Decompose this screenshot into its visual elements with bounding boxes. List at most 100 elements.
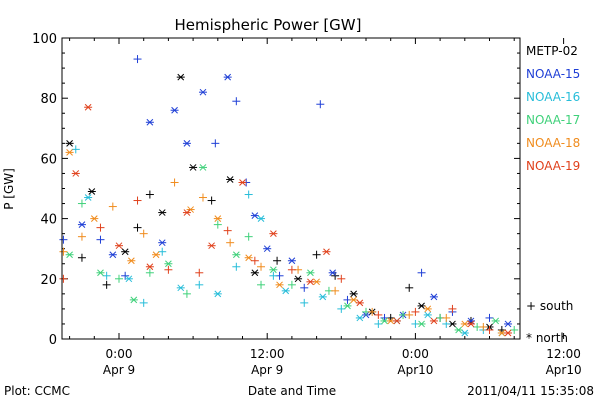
data-point bbox=[300, 283, 309, 292]
y-tick-label: 0 bbox=[49, 333, 57, 348]
data-point bbox=[84, 103, 93, 111]
data-point bbox=[504, 320, 513, 328]
data-point bbox=[294, 275, 303, 283]
legend-entry: NOAA-18 bbox=[526, 136, 580, 150]
data-point bbox=[349, 296, 358, 304]
data-point bbox=[164, 265, 173, 274]
data-point bbox=[145, 118, 154, 126]
data-point bbox=[287, 265, 296, 274]
data-point bbox=[479, 322, 488, 331]
data-point bbox=[232, 262, 241, 271]
data-point bbox=[250, 269, 259, 277]
data-point bbox=[223, 226, 232, 235]
data-point bbox=[405, 310, 414, 319]
data-point bbox=[121, 248, 130, 256]
legend-entry: NOAA-16 bbox=[526, 90, 580, 104]
data-point bbox=[158, 239, 167, 247]
data-point bbox=[417, 320, 426, 328]
data-point bbox=[460, 329, 469, 337]
data-point bbox=[226, 238, 235, 247]
legend-north-marker: * north bbox=[526, 331, 568, 345]
data-point bbox=[77, 199, 86, 208]
y-tick-label: 80 bbox=[40, 92, 57, 107]
data-point bbox=[213, 290, 222, 298]
data-point bbox=[337, 304, 346, 313]
data-point bbox=[129, 296, 138, 304]
data-point bbox=[213, 220, 222, 229]
data-point bbox=[491, 317, 500, 325]
data-point bbox=[349, 290, 358, 298]
data-point bbox=[115, 242, 123, 250]
data-point bbox=[145, 263, 154, 271]
data-point bbox=[145, 190, 154, 199]
data-point bbox=[504, 329, 513, 337]
data-point bbox=[182, 139, 191, 147]
data-point bbox=[257, 262, 266, 271]
data-point bbox=[257, 280, 266, 289]
data-point bbox=[59, 235, 68, 244]
data-point bbox=[198, 164, 207, 171]
data-point bbox=[145, 268, 154, 277]
y-tick-label: 100 bbox=[32, 32, 57, 47]
data-point bbox=[275, 281, 284, 289]
x-tick-date-label: Apr 9 bbox=[251, 363, 283, 377]
data-point bbox=[355, 314, 364, 322]
legend-entry: NOAA-19 bbox=[526, 159, 580, 173]
data-point bbox=[223, 73, 232, 81]
data-point bbox=[207, 196, 216, 205]
data-point bbox=[65, 251, 74, 259]
legend: METP-02 NOAA-15 NOAA-16 NOAA-17 NOAA-18 NOAA-… bbox=[526, 44, 580, 173]
data-point bbox=[250, 212, 259, 219]
data-point bbox=[466, 320, 475, 328]
y-tick-label: 20 bbox=[40, 273, 57, 288]
data-point bbox=[244, 232, 253, 241]
data-point bbox=[411, 307, 420, 316]
data-point bbox=[273, 256, 282, 265]
x-axis-label: Date and Time bbox=[248, 384, 336, 398]
data-point bbox=[448, 304, 457, 313]
data-markers bbox=[59, 55, 519, 337]
data-point bbox=[429, 317, 438, 325]
data-point bbox=[90, 215, 99, 222]
data-point bbox=[195, 268, 204, 277]
data-point bbox=[312, 250, 321, 259]
data-point bbox=[115, 274, 123, 283]
plot-frame bbox=[61, 37, 521, 340]
data-point bbox=[510, 325, 519, 334]
data-point bbox=[244, 190, 253, 199]
y-tick-label: 40 bbox=[40, 213, 57, 228]
y-tick-label: 60 bbox=[40, 152, 57, 167]
x-tick-date-label: Apr10 bbox=[397, 363, 433, 377]
data-point bbox=[238, 179, 247, 186]
x-tick-time-label: 12:00 bbox=[250, 347, 285, 361]
data-point bbox=[198, 193, 207, 202]
data-point bbox=[485, 313, 494, 322]
data-point bbox=[65, 139, 74, 147]
data-point bbox=[454, 326, 463, 334]
data-point bbox=[77, 221, 86, 228]
chart-title: Hemispheric Power [GW] bbox=[175, 16, 362, 34]
data-point bbox=[306, 269, 315, 277]
data-point bbox=[152, 251, 161, 259]
data-point bbox=[331, 286, 340, 295]
data-point bbox=[71, 145, 80, 154]
data-point bbox=[65, 149, 74, 156]
data-point bbox=[139, 229, 148, 238]
data-point bbox=[343, 302, 352, 310]
data-point bbox=[244, 254, 253, 262]
data-point bbox=[368, 307, 377, 316]
data-point bbox=[84, 194, 93, 201]
data-point bbox=[102, 271, 111, 280]
x-tick-time-label: 0:00 bbox=[106, 347, 133, 361]
data-point bbox=[232, 97, 241, 106]
data-point bbox=[195, 280, 204, 289]
x-tick-time-label: 12:00 bbox=[546, 347, 581, 361]
data-point bbox=[328, 269, 337, 277]
x-tick-date-label: Apr10 bbox=[546, 363, 582, 377]
plot-timestamp: 2011/04/11 15:35:08 bbox=[467, 384, 594, 398]
data-point bbox=[96, 269, 105, 277]
data-point bbox=[59, 247, 68, 256]
data-point bbox=[423, 305, 432, 313]
data-point bbox=[176, 73, 185, 81]
